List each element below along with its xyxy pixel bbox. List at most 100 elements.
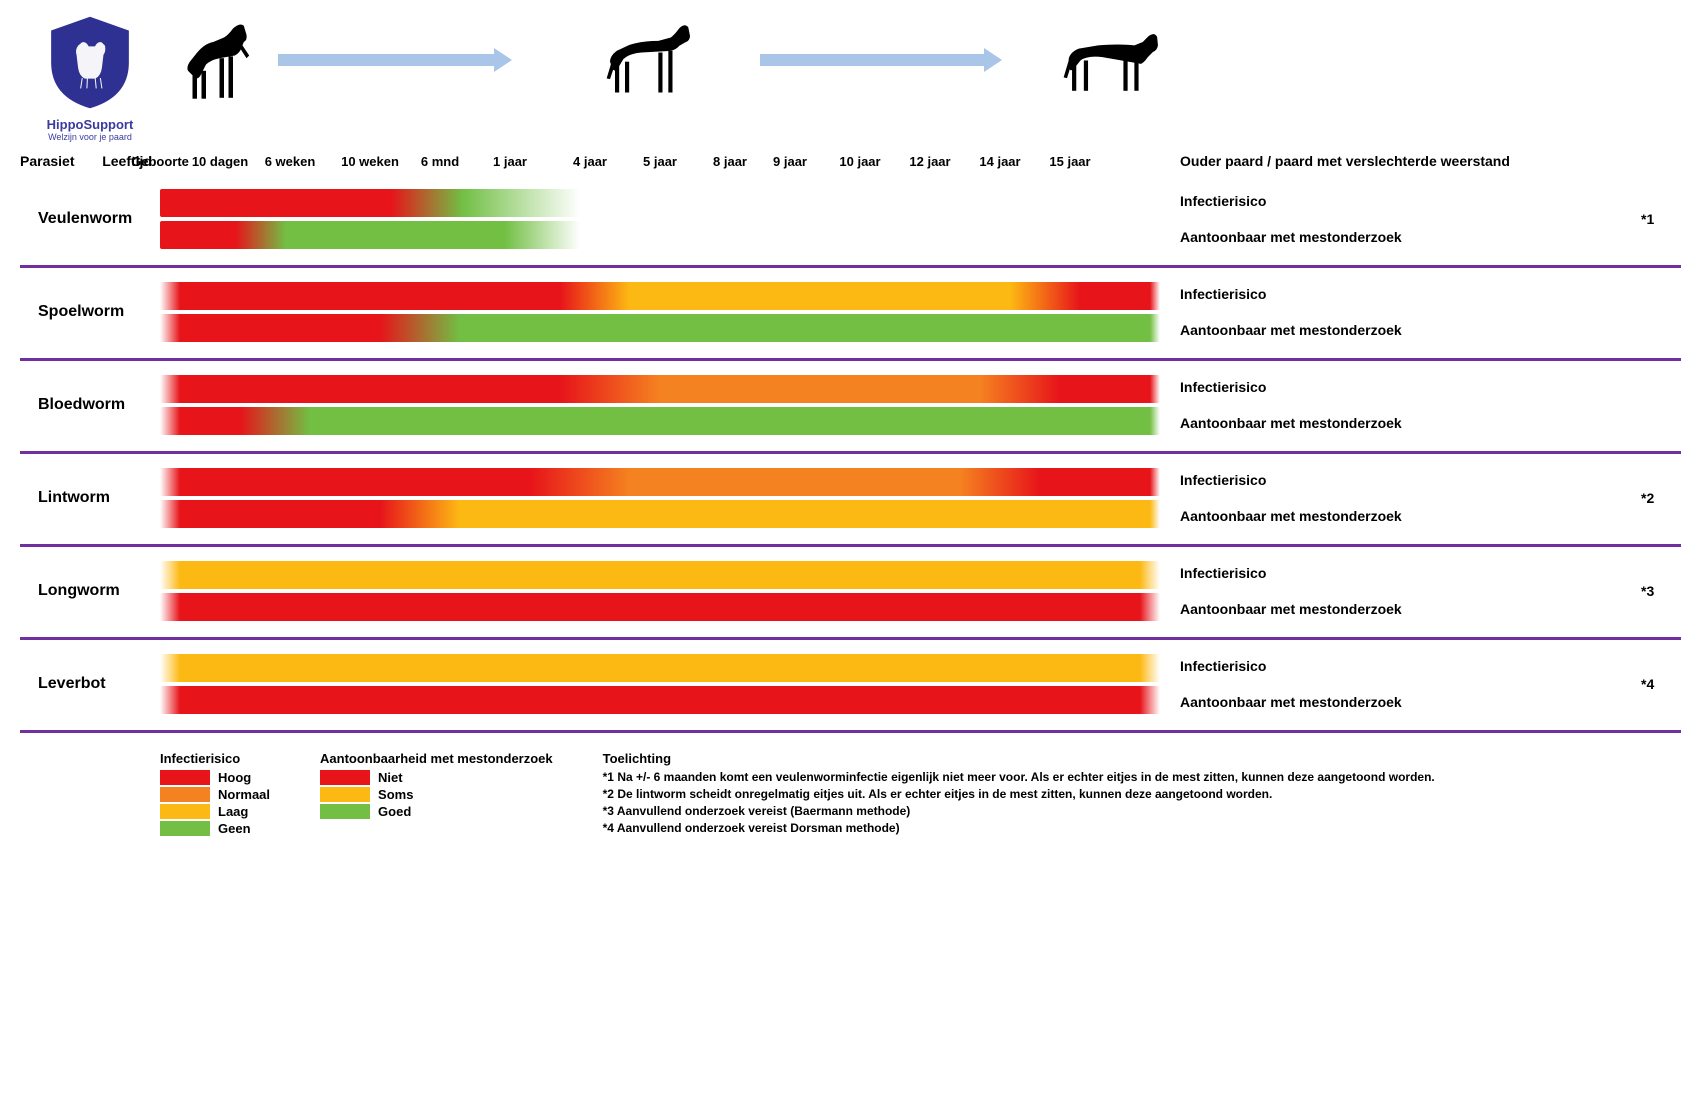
legend-item: Hoog	[160, 770, 270, 785]
label-detect: Aantoonbaar met mestonderzoek	[1180, 405, 1402, 441]
legend-detect-title: Aantoonbaarheid met mestonderzoek	[320, 751, 553, 766]
legend-label: Laag	[218, 804, 248, 819]
legend-swatch	[160, 770, 210, 785]
explain-line: *3 Aanvullend onderzoek vereist (Baerman…	[603, 804, 1681, 818]
legend-item: Geen	[160, 821, 270, 836]
axis-tick: 15 jaar	[1049, 154, 1090, 169]
parasite-row: Spoelworm InfectierisicoAantoonbaar met m…	[20, 268, 1681, 361]
axis-tick: 1 jaar	[493, 154, 527, 169]
bar-detect	[160, 593, 1160, 621]
horse-silhouette-foal	[170, 15, 260, 110]
parasite-rows: VeulenwormInfectierisicoAantoonbaar met …	[20, 175, 1681, 733]
legend-swatch	[160, 804, 210, 819]
parasite-row: Longworm InfectierisicoAantoonbaar met me…	[20, 547, 1681, 640]
label-risk: Infectierisico	[1180, 462, 1402, 498]
legend-item: Goed	[320, 804, 553, 819]
legend-label: Soms	[378, 787, 413, 802]
parasite-axis-label: Parasiet	[20, 153, 74, 169]
label-detect: Aantoonbaar met mestonderzoek	[1180, 219, 1402, 255]
timeline-header	[160, 10, 1681, 110]
legend-risk-title: Infectierisico	[160, 751, 270, 766]
axis-tick: 8 jaar	[713, 154, 747, 169]
parasite-name: Leverbot	[20, 675, 160, 693]
bar-risk	[160, 468, 1160, 496]
axis-tick: 14 jaar	[979, 154, 1020, 169]
parasite-name: Spoelworm	[20, 303, 160, 321]
bar-detect	[160, 314, 1160, 342]
parasite-row: Leverbot InfectierisicoAantoonbaar met me…	[20, 640, 1681, 733]
logo-title: HippoSupport	[20, 117, 160, 132]
legend-detect: Aantoonbaarheid met mestonderzoek Niet So…	[320, 751, 553, 838]
label-risk: Infectierisico	[1180, 369, 1402, 405]
legend-label: Goed	[378, 804, 411, 819]
label-detect: Aantoonbaar met mestonderzoek	[1180, 498, 1402, 534]
label-risk: Infectierisico	[1180, 276, 1402, 312]
row-labels: InfectierisicoAantoonbaar met mestonderz…	[1160, 555, 1641, 627]
explain-line: *2 De lintworm scheidt onregelmatig eitj…	[603, 787, 1681, 801]
bar-detect	[160, 500, 1160, 528]
label-risk: Infectierisico	[1180, 648, 1402, 684]
parasite-name: Veulenworm	[20, 210, 160, 228]
axis-tick: 12 jaar	[909, 154, 950, 169]
life-stage-arrow	[278, 50, 500, 70]
parasite-name: Bloedworm	[20, 396, 160, 414]
label-detect: Aantoonbaar met mestonderzoek	[1180, 591, 1402, 627]
axis-tick: Geboorte	[131, 154, 189, 169]
parasite-bars	[160, 464, 1160, 532]
legend: Infectierisico Hoog Normaal Laag Geen Aanto…	[20, 751, 1681, 838]
legend-label: Niet	[378, 770, 403, 785]
logo-subtitle: Welzijn voor je paard	[20, 132, 160, 142]
axis-row: Parasiet Leeftijd Geboorte10 dagen6 weke…	[20, 147, 1681, 175]
footnote-ref: *4	[1641, 676, 1681, 692]
legend-item: Niet	[320, 770, 553, 785]
footnote-ref: *3	[1641, 583, 1681, 599]
bar-risk	[160, 375, 1160, 403]
axis-tick: 9 jaar	[773, 154, 807, 169]
horse-silhouette-adult	[600, 15, 700, 105]
parasite-name: Longworm	[20, 582, 160, 600]
axis-right-label: Ouder paard / paard met verslechterde we…	[1160, 153, 1641, 169]
shield-icon	[45, 15, 135, 110]
legend-item: Normaal	[160, 787, 270, 802]
axis-ticks: Geboorte10 dagen6 weken10 weken6 mnd1 ja…	[160, 147, 1160, 175]
legend-swatch	[160, 787, 210, 802]
axis-tick: 6 mnd	[421, 154, 459, 169]
legend-swatch	[320, 804, 370, 819]
horse-silhouette-row	[160, 10, 1681, 110]
explain-line: *4 Aanvullend onderzoek vereist Dorsman …	[603, 821, 1681, 835]
row-labels: InfectierisicoAantoonbaar met mestonderz…	[1160, 183, 1641, 255]
explain-line: *1 Na +/- 6 maanden komt een veulenwormi…	[603, 770, 1681, 784]
parasite-row: Bloedworm InfectierisicoAantoonbaar met m…	[20, 361, 1681, 454]
axis-tick: 10 dagen	[192, 154, 248, 169]
legend-swatch	[160, 821, 210, 836]
explain-title: Toelichting	[603, 751, 1681, 766]
footnote-ref: *1	[1641, 211, 1681, 227]
legend-label: Geen	[218, 821, 251, 836]
label-detect: Aantoonbaar met mestonderzoek	[1180, 312, 1402, 348]
label-risk: Infectierisico	[1180, 555, 1402, 591]
axis-tick: 10 jaar	[839, 154, 880, 169]
bar-risk	[160, 561, 1160, 589]
life-stage-arrow	[760, 50, 990, 70]
axis-tick: 6 weken	[265, 154, 316, 169]
parasite-row: Lintworm InfectierisicoAantoonbaar met me…	[20, 454, 1681, 547]
parasite-row: Veulenworm InfectierisicoAantoonbaar met …	[20, 175, 1681, 268]
legend-item: Laag	[160, 804, 270, 819]
row-labels: InfectierisicoAantoonbaar met mestonderz…	[1160, 276, 1641, 348]
legend-label: Hoog	[218, 770, 251, 785]
row-labels: InfectierisicoAantoonbaar met mestonderz…	[1160, 648, 1641, 720]
row-labels: InfectierisicoAantoonbaar met mestonderz…	[1160, 462, 1641, 534]
bar-risk	[160, 189, 580, 217]
parasite-name: Lintworm	[20, 489, 160, 507]
axis-tick: 4 jaar	[573, 154, 607, 169]
axis-tick: 5 jaar	[643, 154, 677, 169]
parasite-bars	[160, 650, 1160, 718]
bar-detect	[160, 407, 1160, 435]
legend-explain: Toelichting *1 Na +/- 6 maanden komt een…	[603, 751, 1681, 838]
legend-swatch	[320, 787, 370, 802]
footnote-ref: *2	[1641, 490, 1681, 506]
header-row: HippoSupport Welzijn voor je paard	[20, 10, 1681, 142]
parasite-bars	[160, 371, 1160, 439]
horse-silhouette-old	[1060, 15, 1170, 100]
legend-label: Normaal	[218, 787, 270, 802]
